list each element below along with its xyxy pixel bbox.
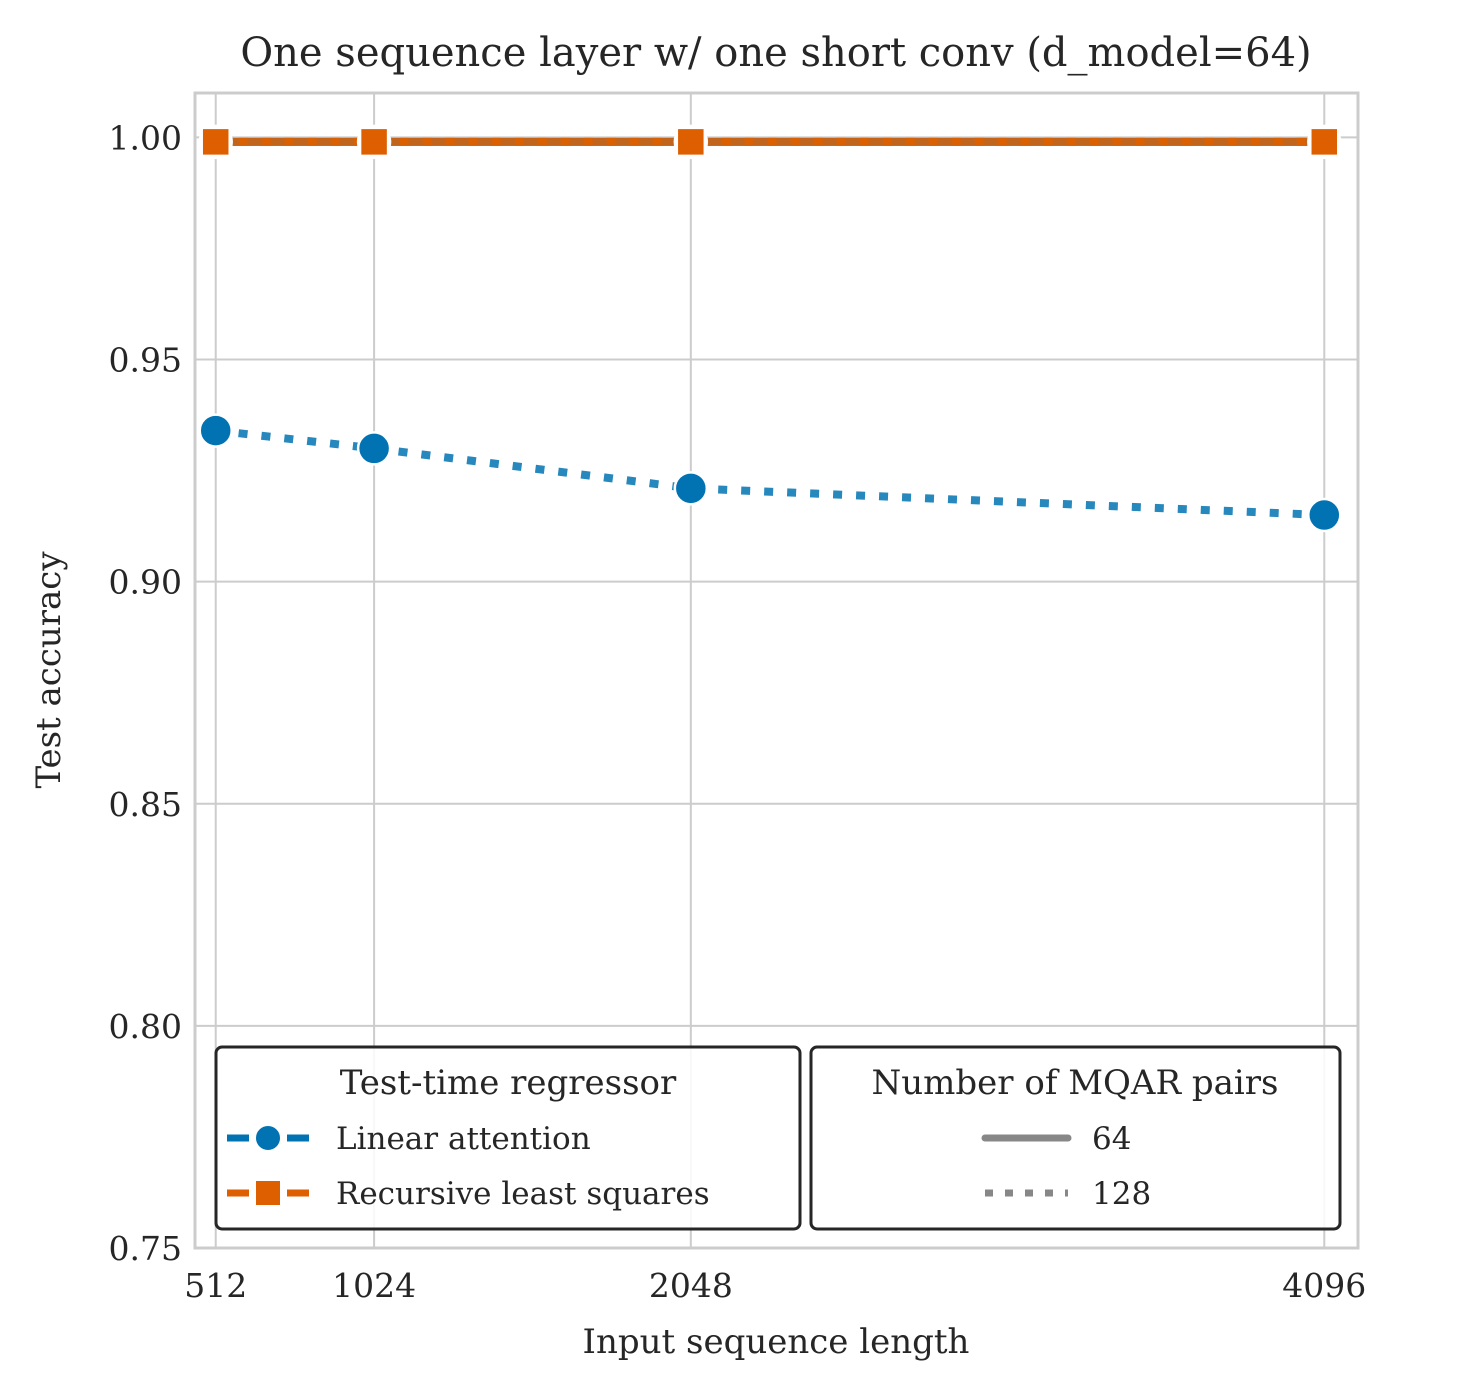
chart-title: One sequence layer w/ one short conv (d_… (240, 30, 1311, 76)
y-axis-label: Test accuracy (29, 551, 69, 789)
x-tick-label: 2048 (649, 1266, 733, 1305)
ticks: 512 1024 2048 4096 0.75 0.80 0.85 0.90 0.95 1.00 (109, 118, 1367, 1305)
plot-frame (193, 91, 1360, 1250)
data-point (1309, 126, 1340, 158)
data-point (356, 431, 392, 466)
y-tick-label: 1.00 (109, 118, 182, 157)
legend-regressor-box (214, 1045, 802, 1231)
series-layer (198, 124, 1342, 533)
legend-label-rls: Recursive least squares (336, 1176, 710, 1212)
y-tick-label: 0.80 (109, 1007, 182, 1046)
data-point (200, 126, 231, 158)
data-point (358, 126, 390, 158)
y-tick-label: 0.90 (109, 563, 182, 602)
x-tick-label: 512 (184, 1266, 247, 1305)
x-tick-label: 4096 (1282, 1266, 1366, 1305)
data-point (198, 413, 233, 448)
legend-pairs: Number of MQAR pairs 64 128 (809, 1045, 1342, 1231)
y-tick-label: 0.95 (109, 341, 182, 380)
legend-label-128: 128 (1092, 1176, 1151, 1212)
legend-marker-rls (254, 1179, 282, 1207)
legend-label-linear-attention: Linear attention (336, 1121, 591, 1157)
data-point (1307, 497, 1342, 533)
y-tick-label: 0.85 (109, 785, 182, 824)
x-tick-label: 1024 (332, 1266, 416, 1305)
legend-marker-linear-attention (254, 1124, 282, 1152)
legend-label-64: 64 (1092, 1121, 1131, 1157)
data-point (675, 126, 707, 158)
legend-regressor: Test-time regressor Linear attention Rec… (214, 1045, 802, 1231)
legend-regressor-title: Test-time regressor (340, 1063, 677, 1103)
y-tick-label: 0.75 (109, 1229, 182, 1268)
legend-pairs-title: Number of MQAR pairs (872, 1063, 1279, 1103)
data-point (673, 471, 709, 506)
legend-pairs-box (809, 1045, 1342, 1231)
x-axis-label: Input sequence length (583, 1322, 970, 1362)
